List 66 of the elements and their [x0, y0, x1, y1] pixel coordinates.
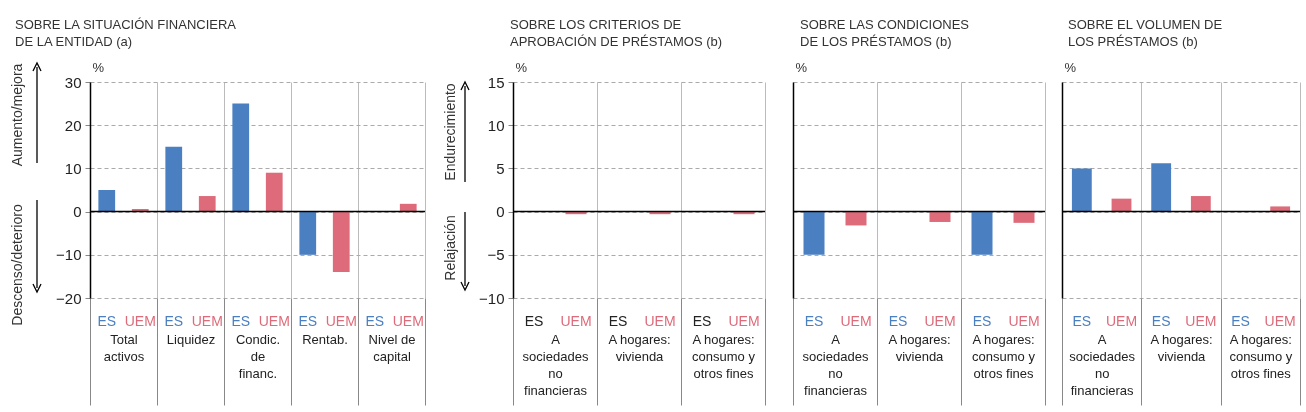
x-tick-label: A sociedades no financieras: [522, 331, 589, 398]
text: ES: [692, 313, 712, 329]
text: UEM: [644, 313, 676, 329]
y-axis-title: %: [1064, 59, 1077, 75]
y-tick-label: 20: [64, 116, 82, 134]
text: UEM: [560, 313, 592, 329]
y-tick-label: 0: [496, 203, 505, 221]
text: ES: [524, 313, 544, 329]
y-tick-label: 0: [73, 203, 82, 221]
text: ES: [972, 313, 992, 329]
text: Endurecimiento: [442, 83, 458, 181]
text: ES: [1231, 313, 1250, 329]
text: UEM: [191, 313, 223, 329]
text: ES: [97, 313, 117, 329]
y-axis-title: %: [795, 59, 808, 75]
x-tick-label: A hogares: vivienda: [1150, 331, 1213, 364]
y-tick-label: 10: [487, 116, 505, 134]
x-tick-label: A hogares: vivienda: [608, 331, 671, 364]
text: UEM: [325, 313, 357, 329]
x-tick-label: Total activos: [103, 331, 145, 364]
text: UEM: [392, 313, 424, 329]
y-axis-title: %: [92, 59, 105, 75]
text: UEM: [924, 313, 956, 329]
y-tick-label: 5: [496, 159, 505, 177]
x-tick-label: A sociedades no financieras: [802, 331, 869, 398]
text: Descenso/deterioro: [9, 204, 25, 326]
text: ES: [608, 313, 628, 329]
text: ES: [164, 313, 184, 329]
text: ES: [1151, 313, 1171, 329]
chart-title: SOBRE LA SITUACIÓN FINANCIERA DE LA ENTIDAD (a): [15, 17, 237, 49]
text: UEM: [1264, 313, 1296, 329]
y-tick-label: −20: [56, 289, 82, 307]
x-tick-label: Condic. de financ.: [235, 331, 281, 381]
text: UEM: [728, 313, 760, 329]
text: Aumento/mejora: [9, 63, 25, 167]
text: ES: [298, 313, 318, 329]
text: Relajación: [442, 215, 458, 281]
x-tick-label: A hogares: consumo y otros fines: [692, 331, 756, 381]
text: ES: [888, 313, 908, 329]
text: UEM: [840, 313, 872, 329]
y-tick-label: −10: [56, 246, 82, 264]
chart-title: SOBRE EL VOLUMEN DE LOS PRÉSTAMOS (b): [1068, 17, 1223, 49]
x-tick-label: Rentab.: [302, 331, 348, 347]
text: ES: [804, 313, 824, 329]
y-tick-label: −5: [487, 246, 505, 264]
text: UEM: [1105, 313, 1138, 329]
y-tick-label: −10: [479, 289, 505, 307]
x-tick-label: A hogares: consumo y otros fines: [1229, 331, 1293, 381]
x-tick-label: A hogares: consumo y otros fines: [972, 331, 1036, 381]
y-tick-label: 30: [64, 73, 82, 91]
y-tick-label: 10: [64, 159, 82, 177]
x-tick-label: Nivel de capital: [368, 331, 416, 364]
text: ES: [231, 313, 251, 329]
text: UEM: [258, 313, 290, 329]
text: ES: [365, 313, 385, 329]
x-tick-label: Liquidez: [166, 331, 216, 347]
y-tick-label: 15: [487, 73, 505, 91]
chart-title: SOBRE LAS CONDICIONES DE LOS PRÉSTAMOS (b): [800, 17, 970, 49]
text: UEM: [1185, 313, 1217, 329]
text: UEM: [1008, 313, 1040, 329]
x-tick-label: A sociedades no financieras: [1069, 331, 1136, 398]
text: ES: [1072, 313, 1092, 329]
text: UEM: [124, 313, 156, 329]
y-axis-title: %: [515, 59, 528, 75]
chart-title: SOBRE LOS CRITERIOS DE APROBACIÓN DE PRÉSTAMOS (b): [510, 17, 723, 49]
x-tick-label: A hogares: vivienda: [888, 331, 951, 364]
